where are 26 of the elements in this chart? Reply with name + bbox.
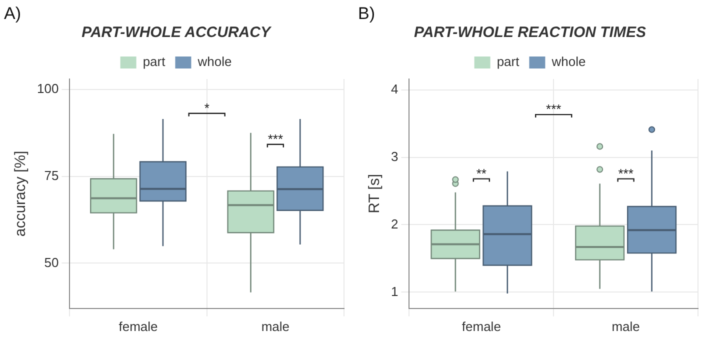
y-tick-label: 1 [390, 284, 398, 299]
legend-label: whole [550, 54, 586, 70]
y-tick-label: 3 [390, 148, 398, 164]
annotation: * [204, 100, 210, 116]
annotation: ** [476, 166, 486, 181]
y-tick-label: 2 [390, 216, 398, 232]
x-tick-label: female [462, 318, 501, 334]
y-tick-label: 100 [36, 81, 59, 96]
text: A) [4, 4, 21, 24]
legend-label: part [142, 54, 166, 70]
x-tick-label: male [612, 318, 640, 334]
chart-title: PART-WHOLE REACTION TIMES [414, 24, 646, 42]
y-tick-label: 50 [44, 254, 59, 270]
chart-title: PART-WHOLE ACCURACY [82, 24, 272, 42]
y-tick-label: 4 [390, 81, 398, 96]
y-axis-title: RT [s] [366, 174, 384, 214]
legend-label: whole [196, 54, 232, 70]
y-axis-title: accuracy [%] [12, 150, 30, 237]
x-tick-label: male [261, 318, 290, 334]
annotation: *** [546, 102, 562, 117]
x-tick-label: female [118, 318, 158, 334]
annotation: *** [268, 131, 284, 146]
legend-label: part [496, 54, 520, 70]
text: B) [358, 4, 375, 24]
annotation: *** [618, 166, 634, 181]
y-tick-label: 75 [44, 168, 59, 183]
